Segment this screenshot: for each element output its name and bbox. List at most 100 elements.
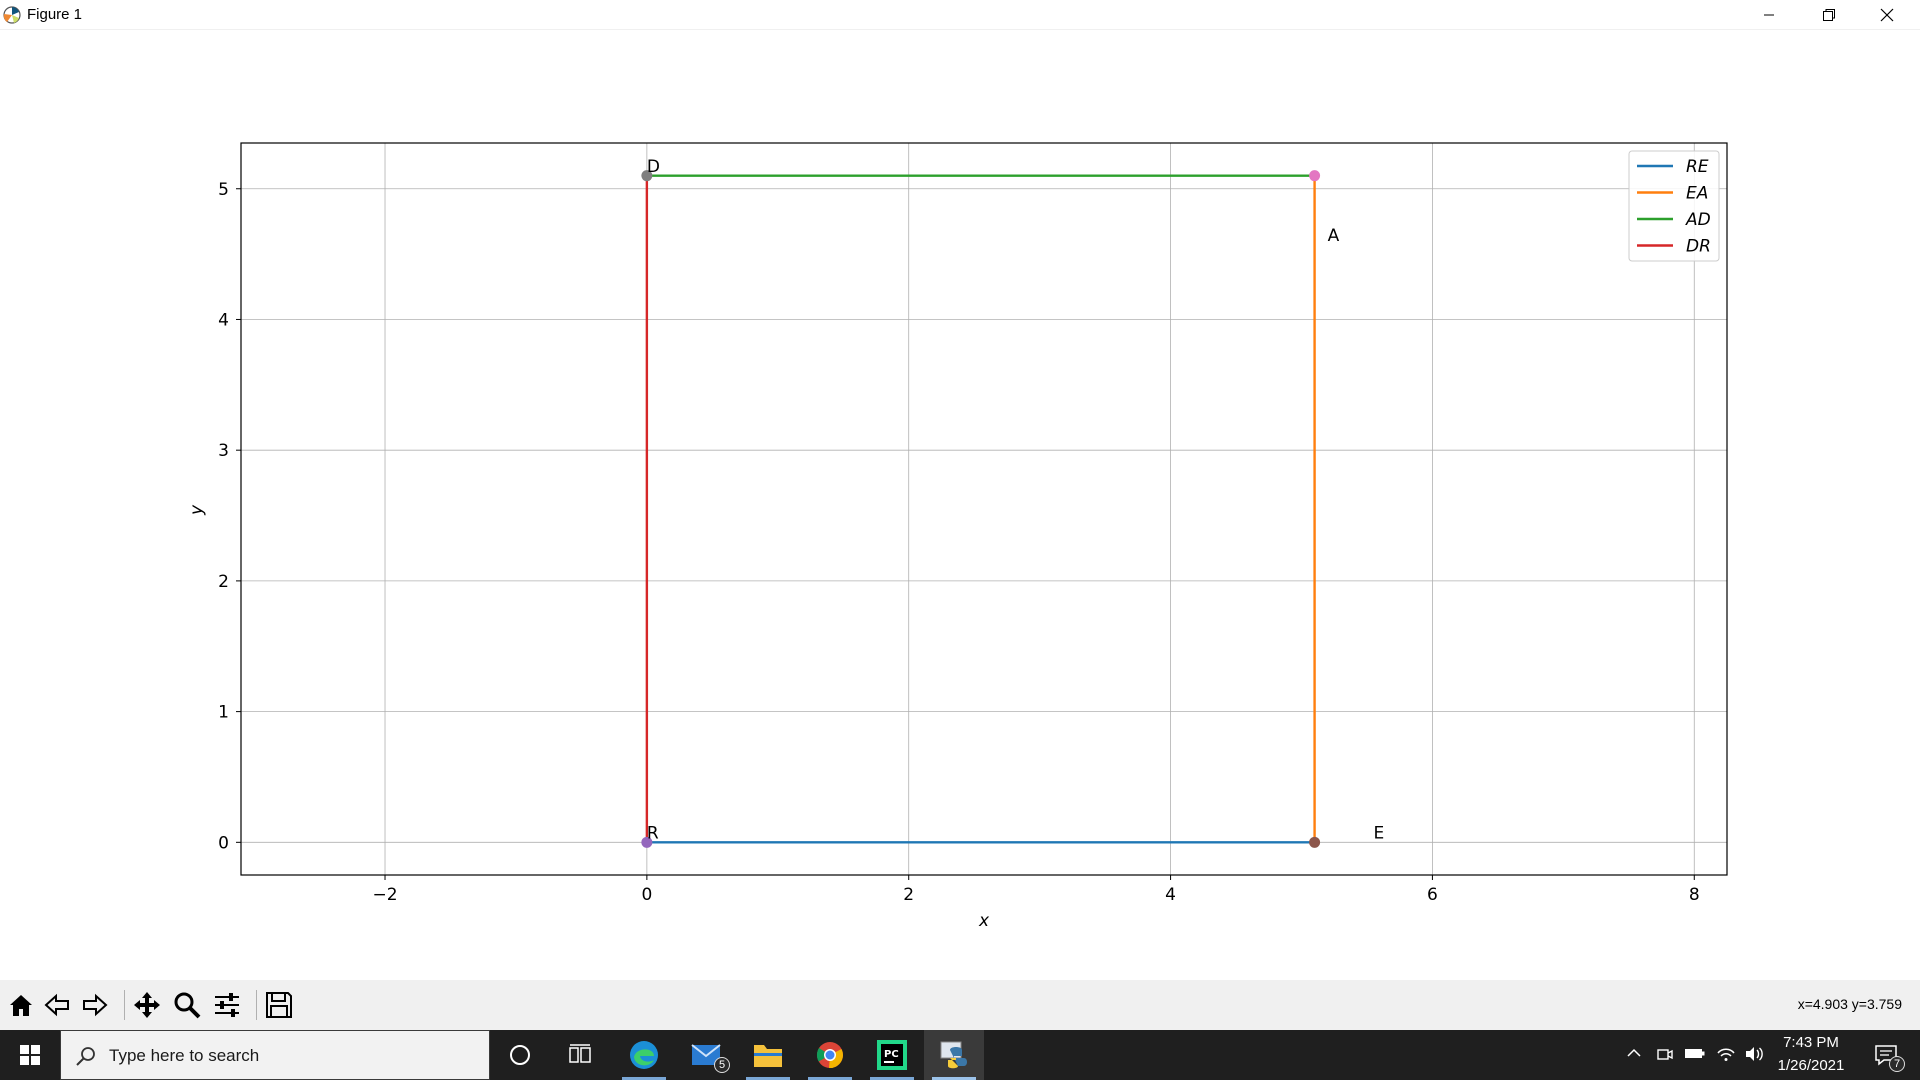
y-tick-label: 0 xyxy=(218,833,229,853)
series-lines xyxy=(645,174,1316,844)
close-icon xyxy=(1880,8,1894,22)
task-view-icon xyxy=(569,1044,591,1063)
window-titlebar: Figure 1 xyxy=(0,0,1920,30)
grid xyxy=(241,143,1727,875)
window-title: Figure 1 xyxy=(27,6,83,23)
data-points xyxy=(641,170,1321,848)
y-tick-label: 4 xyxy=(218,310,229,330)
x-tick-label: 6 xyxy=(1427,885,1438,905)
data-point xyxy=(1309,170,1321,182)
y-tick-label: 5 xyxy=(218,180,229,200)
y-tick-label: 1 xyxy=(218,703,229,723)
x-tick-label: 4 xyxy=(1165,885,1176,905)
svg-text:PC: PC xyxy=(884,1049,899,1060)
taskbar-app-indicator xyxy=(622,1077,666,1080)
mail-unread-badge: 5 xyxy=(714,1057,730,1073)
taskbar-app-mail[interactable]: 5 xyxy=(676,1030,736,1080)
search-icon xyxy=(76,1047,95,1066)
legend-label-ea: EA xyxy=(1686,184,1708,204)
navigation-toolbar: x=4.903 y=3.759 xyxy=(0,980,1920,1030)
annotation-a: A xyxy=(1328,226,1340,246)
windows-logo-icon xyxy=(20,1045,40,1065)
y-tick-label: 2 xyxy=(218,572,229,592)
search-placeholder: Type here to search xyxy=(109,1046,260,1065)
annotation-r: R xyxy=(647,823,659,843)
edge-icon xyxy=(630,1041,658,1069)
cortana-icon xyxy=(510,1045,530,1065)
task-view-button[interactable] xyxy=(550,1030,610,1080)
chrome-icon xyxy=(816,1042,843,1069)
clock-time[interactable]: 7:43 PM xyxy=(1783,1034,1839,1051)
pan-icon xyxy=(134,992,160,1018)
data-point xyxy=(641,170,653,182)
restore-icon xyxy=(1823,9,1835,21)
data-point xyxy=(641,836,653,848)
clock-date[interactable]: 1/26/2021 xyxy=(1777,1057,1845,1074)
legend-label-ad: AD xyxy=(1685,210,1711,230)
axis-ticks: −2 0 2 4 6 8 0 1 2 3 4 5 xyxy=(218,180,1700,905)
taskbar-app-pycharm[interactable]: PC xyxy=(862,1030,922,1080)
meet-now-icon[interactable] xyxy=(1656,1045,1674,1063)
pan-button[interactable] xyxy=(130,988,164,1022)
back-icon xyxy=(44,993,69,1017)
configure-subplots-icon xyxy=(215,993,239,1017)
taskbar-app-file-explorer[interactable] xyxy=(738,1030,798,1080)
home-icon xyxy=(10,995,32,1016)
notification-icon xyxy=(1875,1045,1897,1066)
taskbar-app-indicator xyxy=(870,1077,914,1080)
matplotlib-logo-icon xyxy=(3,6,21,24)
legend-label-dr: DR xyxy=(1686,237,1711,257)
annotations: R E A D xyxy=(647,157,1384,844)
taskbar-app-edge[interactable] xyxy=(614,1030,674,1080)
x-tick-label: 8 xyxy=(1689,885,1700,905)
taskbar-search-box[interactable]: Type here to search xyxy=(60,1030,490,1080)
save-button[interactable] xyxy=(262,988,296,1022)
configure-subplots-button[interactable] xyxy=(210,988,244,1022)
toolbar-separator xyxy=(124,990,125,1020)
annotation-d: D xyxy=(647,157,660,177)
legend-box xyxy=(1628,150,1720,262)
data-point xyxy=(1309,836,1321,848)
x-axis-label: x xyxy=(978,911,990,931)
volume-icon[interactable] xyxy=(1744,1045,1764,1063)
toolbar-separator xyxy=(256,990,257,1020)
taskbar-app-indicator xyxy=(932,1077,976,1080)
notification-center-button[interactable]: 7 xyxy=(1862,1030,1912,1080)
forward-button[interactable] xyxy=(78,988,112,1022)
axes-frame xyxy=(240,142,1728,876)
start-button[interactable] xyxy=(0,1030,60,1080)
chevron-up-icon[interactable] xyxy=(1626,1045,1642,1061)
zoom-button[interactable] xyxy=(170,988,204,1022)
taskbar-app-chrome[interactable] xyxy=(800,1030,860,1080)
forward-icon xyxy=(83,993,108,1017)
restore-button[interactable] xyxy=(1800,0,1858,30)
battery-icon[interactable] xyxy=(1684,1045,1706,1061)
annotation-e: E xyxy=(1374,823,1385,843)
wifi-icon[interactable] xyxy=(1716,1045,1736,1063)
save-icon xyxy=(266,992,292,1018)
legend-label-re: RE xyxy=(1686,157,1709,177)
mail-icon xyxy=(691,1044,721,1065)
taskbar-app-indicator xyxy=(746,1077,790,1080)
minimize-button[interactable] xyxy=(1740,0,1798,30)
notification-badge: 7 xyxy=(1889,1056,1905,1072)
back-button[interactable] xyxy=(40,988,74,1022)
x-tick-label: 2 xyxy=(903,885,914,905)
taskbar-app-indicator xyxy=(808,1077,852,1080)
minimize-icon xyxy=(1764,14,1774,16)
legend: RE EA AD DR xyxy=(1628,150,1720,262)
taskbar-app-python[interactable] xyxy=(924,1030,984,1080)
cortana-button[interactable] xyxy=(490,1030,550,1080)
home-button[interactable] xyxy=(4,988,38,1022)
zoom-icon xyxy=(174,992,201,1019)
pycharm-icon: PC xyxy=(877,1040,907,1070)
x-tick-label: 0 xyxy=(641,885,652,905)
taskbar: Type here to search 5 PC 7:43 PM 1/26/20… xyxy=(0,1030,1920,1080)
x-tick-label: −2 xyxy=(372,885,397,905)
cursor-coordinates: x=4.903 y=3.759 xyxy=(1797,996,1902,1012)
python-icon xyxy=(940,1041,967,1069)
y-tick-label: 3 xyxy=(218,441,229,461)
close-button[interactable] xyxy=(1858,0,1916,30)
